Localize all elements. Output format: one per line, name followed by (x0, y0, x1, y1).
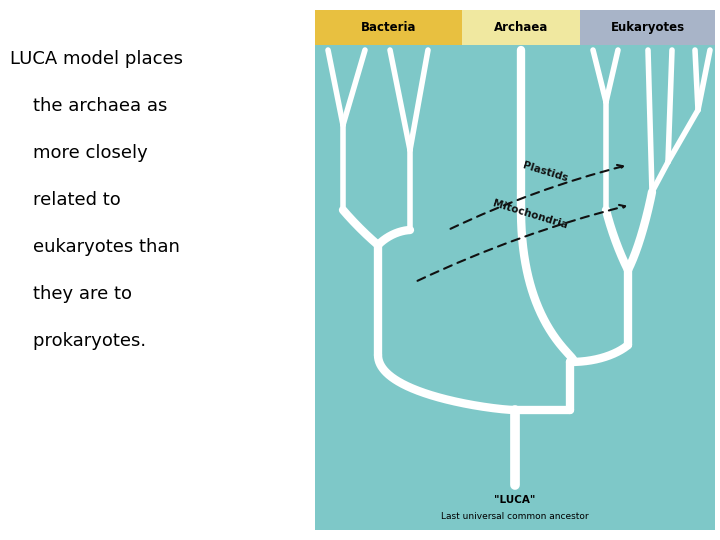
Text: "LUCA": "LUCA" (495, 495, 536, 505)
Text: LUCA model places: LUCA model places (10, 50, 183, 68)
Bar (580, 10, 715, 45)
Text: they are to: they are to (10, 285, 132, 303)
Text: related to: related to (10, 191, 121, 209)
Text: Eukaryotes: Eukaryotes (611, 21, 685, 34)
Text: Bacteria: Bacteria (361, 21, 416, 34)
Text: more closely: more closely (10, 144, 148, 162)
Text: prokaryotes.: prokaryotes. (10, 332, 146, 350)
Text: Archaea: Archaea (494, 21, 548, 34)
Text: Last universal common ancestor: Last universal common ancestor (441, 512, 589, 521)
Bar (315, 10, 462, 45)
Text: eukaryotes than: eukaryotes than (10, 238, 180, 256)
Text: Plastids: Plastids (521, 160, 569, 184)
Bar (315, 10, 715, 530)
Text: the archaea as: the archaea as (10, 97, 167, 115)
Bar (462, 10, 580, 45)
Text: Mitochondria: Mitochondria (491, 199, 569, 231)
